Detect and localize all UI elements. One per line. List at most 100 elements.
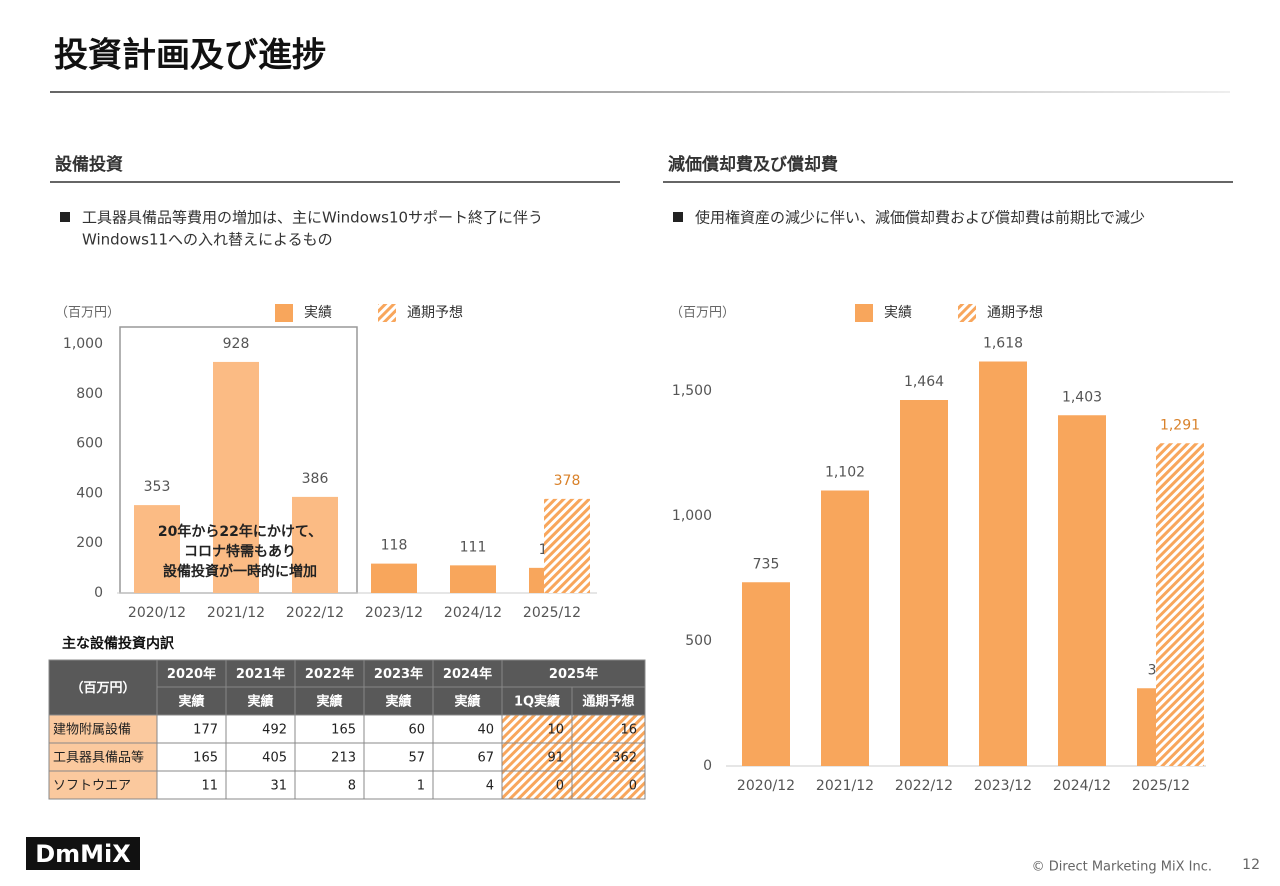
bar	[292, 496, 338, 593]
table-value: 91	[547, 751, 564, 766]
sub-header-cell	[294, 686, 365, 716]
y-tick-label: 500	[685, 633, 712, 649]
table-value: 11	[201, 779, 218, 794]
page-number: 12	[1242, 857, 1260, 873]
sub-header: 実績	[316, 694, 342, 710]
section-heading: 減価償却費及び償却費	[668, 154, 838, 175]
bar	[742, 582, 790, 766]
value-label: 1,102	[825, 465, 865, 481]
annotation: コロナ特需もあり	[184, 543, 296, 560]
sub-header: 実績	[385, 694, 411, 710]
bullet-square	[673, 212, 683, 222]
row-label: ソフトウエア	[53, 779, 131, 794]
table-value-cell	[294, 770, 365, 800]
bar	[979, 361, 1027, 766]
x-tick-label: 2020/12	[737, 778, 795, 794]
table-value-cell	[294, 714, 365, 744]
value-label: 1,464	[904, 374, 944, 390]
table-value: 0	[556, 779, 564, 794]
table-value-cell	[571, 714, 646, 744]
table-value: 60	[408, 723, 425, 738]
forecast-bar	[1156, 443, 1204, 766]
bar	[450, 565, 496, 593]
x-tick-label: 2021/12	[207, 605, 265, 621]
table-title: 主な設備投資内訳	[62, 635, 175, 652]
sub-header: 実績	[178, 694, 204, 710]
year-header-cell	[501, 659, 646, 688]
row-label: 工具器具備品等	[53, 750, 144, 766]
x-tick-label: 2023/12	[365, 605, 423, 621]
table-value: 492	[262, 723, 287, 738]
legend-swatch	[855, 304, 873, 322]
section-rule	[50, 181, 620, 183]
value-label: 1,403	[1062, 389, 1102, 405]
y-tick-label: 600	[76, 436, 103, 452]
table-value-cell	[225, 742, 296, 772]
table-value: 31	[270, 779, 287, 794]
sub-header: 通期予想	[582, 694, 634, 710]
row-label: 建物附属設備	[53, 722, 131, 738]
year-header: 2023年	[374, 666, 423, 682]
x-tick-label: 2024/12	[444, 605, 502, 621]
sub-header-cell	[501, 686, 573, 716]
year-header-cell	[225, 659, 296, 688]
x-tick-label: 2021/12	[816, 778, 874, 794]
annotation: 20年から22年にかけて、	[158, 523, 322, 540]
table-value: 8	[348, 779, 356, 794]
table-value: 165	[331, 723, 356, 738]
x-tick-label: 2025/12	[1132, 778, 1190, 794]
value-label: 111	[460, 539, 487, 555]
year-header-cell	[363, 659, 434, 688]
x-tick-label: 2025/12	[523, 605, 581, 621]
year-header: 2021年	[236, 666, 285, 682]
bullet-text: 工具器具備品等費用の増加は、主にWindows10サポート終了に伴う	[82, 209, 543, 227]
table-value-cell	[571, 770, 646, 800]
table-value-cell	[156, 770, 227, 800]
forecast-bar	[544, 498, 590, 593]
table-value-cell	[432, 770, 503, 800]
y-axis-label: （百万円）	[55, 306, 120, 321]
sub-header: 実績	[247, 694, 273, 710]
table-value-cell	[156, 742, 227, 772]
corner: （百万円）	[70, 680, 135, 696]
section-heading: 設備投資	[55, 154, 123, 175]
table-value-cell	[225, 714, 296, 744]
value-label: 118	[381, 538, 408, 554]
y-axis-label: （百万円）	[670, 306, 735, 321]
year-header: 2024年	[443, 666, 492, 682]
y-tick-label: 200	[76, 535, 103, 551]
legend-label: 通期予想	[987, 305, 1043, 321]
bullet-text: 使用権資産の減少に伴い、減価償却費および償却費は前期比で減少	[695, 209, 1145, 227]
bar	[134, 505, 180, 593]
x-tick-label: 2020/12	[128, 605, 186, 621]
section-rule	[663, 181, 1233, 183]
bar	[213, 361, 259, 593]
table-value: 213	[331, 751, 356, 766]
table-value-cell	[156, 714, 227, 744]
table-value: 4	[486, 779, 494, 794]
table-value: 405	[262, 751, 287, 766]
sub-header-cell	[156, 686, 227, 716]
y-tick-label: 0	[703, 758, 712, 774]
table-value: 10	[547, 723, 564, 738]
logo-box	[26, 837, 140, 870]
y-tick-label: 1,500	[672, 383, 712, 399]
copyright: © Direct Marketing MiX Inc.	[1032, 860, 1212, 875]
value-label: 735	[753, 556, 780, 572]
sub-header-cell	[432, 686, 503, 716]
value-label: 353	[144, 479, 171, 495]
bar	[371, 563, 417, 593]
table-value: 57	[408, 751, 425, 766]
sub-header-cell	[571, 686, 646, 716]
annotation: 設備投資が一時的に増加	[163, 563, 317, 580]
legend-swatch	[378, 304, 396, 322]
legend-label: 通期予想	[407, 305, 463, 321]
table-value-cell	[432, 714, 503, 744]
y-tick-label: 0	[94, 585, 103, 601]
sub-header-cell	[363, 686, 434, 716]
year-header-cell	[294, 659, 365, 688]
x-tick-label: 2022/12	[895, 778, 953, 794]
legend-label: 実績	[884, 305, 912, 321]
y-tick-label: 800	[76, 386, 103, 402]
